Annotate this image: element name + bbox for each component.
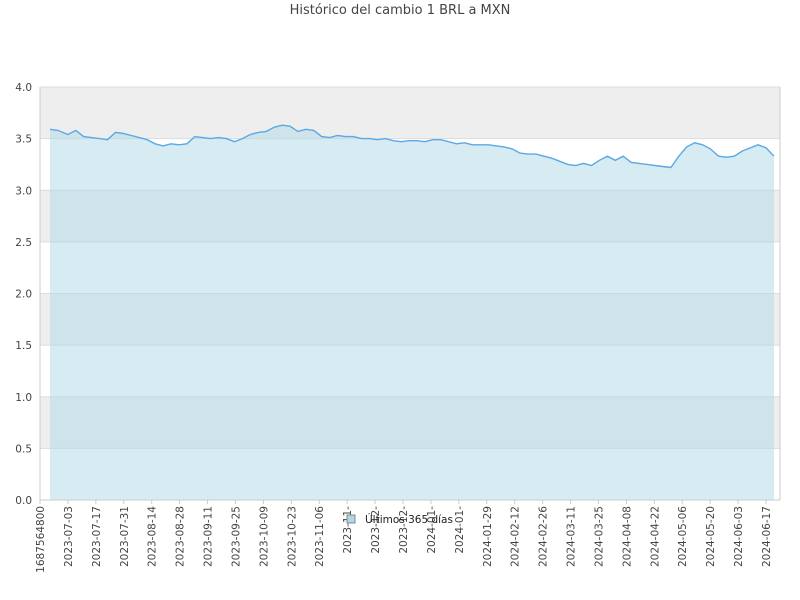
x-tick-label: 2023-12- <box>370 506 382 554</box>
x-tick-label: 2024-01- <box>426 506 438 554</box>
x-tick-label: 2023-12- <box>398 506 410 554</box>
x-tick-label: 2024-01-29 <box>482 506 494 567</box>
x-tick-label: 2023-08-28 <box>175 506 187 567</box>
x-tick-label: 2024-03-25 <box>593 506 605 567</box>
x-tick-label: 2023-11- <box>342 506 354 554</box>
x-tick-label: 2024-02-26 <box>538 506 550 567</box>
y-tick-label: 3.0 <box>15 185 32 197</box>
x-tick-label: 2023-07-31 <box>119 506 131 567</box>
x-tick-label: 1687564800 <box>35 506 47 573</box>
x-tick-label: 2024-05-20 <box>705 506 717 567</box>
x-tick-label: 2024-04-22 <box>649 506 661 567</box>
legend-label: Últimos 365 días <box>365 513 453 526</box>
chart-title: Histórico del cambio 1 BRL a MXN <box>289 3 511 18</box>
x-tick-label: 2024-06-17 <box>761 506 773 567</box>
y-tick-label: 0.0 <box>15 495 32 507</box>
x-tick-label: 2024-01- <box>454 506 466 554</box>
legend-swatch <box>346 514 356 524</box>
series-line <box>49 124 775 169</box>
y-tick-label: 0.5 <box>15 443 32 455</box>
y-tick-label: 4.0 <box>15 82 32 94</box>
x-tick-label: 2023-11-06 <box>314 506 326 567</box>
y-axis-ticks: 0.0 0.5 1.0 1.5 2.0 2.5 3.0 3.5 4.0 <box>15 82 32 507</box>
x-tick-label: 2023-08-14 <box>147 506 159 567</box>
series-area <box>50 125 774 500</box>
y-tick-label: 2.0 <box>15 289 32 301</box>
x-tick-label: 2023-07-17 <box>91 506 103 567</box>
x-tick-label: 2024-04-08 <box>621 506 633 567</box>
x-tick-label: 2023-10-09 <box>258 506 270 567</box>
x-axis-ticks: 1687564800 2023-07-03 2023-07-17 2023-07-31… <box>35 500 773 573</box>
x-tick-label: 2024-05-06 <box>677 506 689 567</box>
x-tick-label: 2023-09-11 <box>203 506 215 567</box>
y-tick-label: 2.5 <box>15 237 32 249</box>
x-tick-label: 2023-10-23 <box>286 506 298 567</box>
y-tick-label: 3.5 <box>15 134 32 146</box>
y-tick-label: 1.0 <box>15 392 32 404</box>
legend[interactable]: Últimos 365 días <box>346 513 453 526</box>
x-tick-label: 2023-09-25 <box>230 506 242 567</box>
x-tick-label: 2024-02-12 <box>510 506 522 567</box>
x-tick-label: 2024-06-03 <box>733 506 745 567</box>
x-tick-label: 2023-07-03 <box>63 506 75 567</box>
axes <box>39 87 781 501</box>
y-tick-label: 1.5 <box>15 340 32 352</box>
x-tick-label: 2024-03-11 <box>566 506 578 567</box>
plot-band <box>40 87 780 139</box>
